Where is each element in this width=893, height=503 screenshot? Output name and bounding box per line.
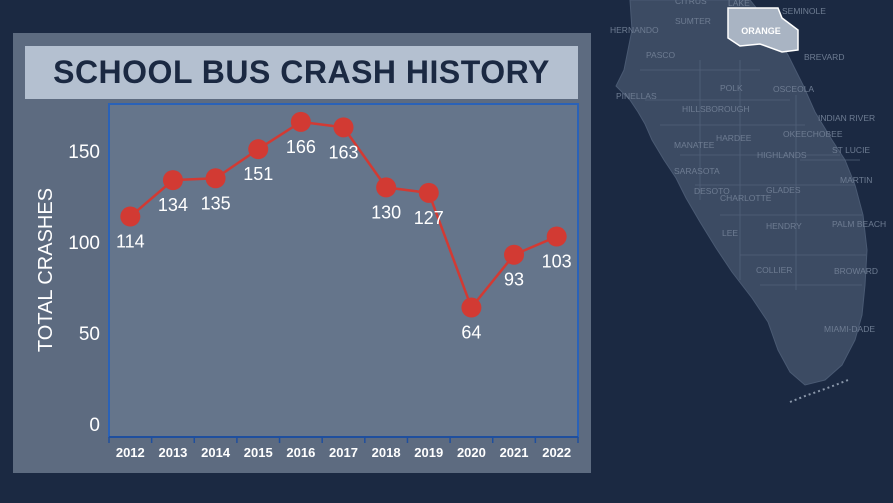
chart-title: SCHOOL BUS CRASH HISTORY <box>53 54 550 90</box>
county-label: CHARLOTTE <box>720 193 772 203</box>
county-label: SARASOTA <box>674 166 720 176</box>
county-label: MARTIN <box>840 175 872 185</box>
county-label: DESOTO <box>694 186 730 196</box>
county-label: HILLSBOROUGH <box>682 104 750 114</box>
data-point <box>504 244 525 265</box>
county-label: OSCEOLA <box>773 84 814 94</box>
data-labels-layer: 114 134 135 151 166 163 130 127 64 93 103 <box>116 137 572 343</box>
y-tick-label: 50 <box>79 324 100 345</box>
county-borders <box>640 60 866 290</box>
y-axis-label: TOTAL CRASHES <box>35 188 57 352</box>
data-label: 135 <box>201 193 231 213</box>
county-label: BROWARD <box>834 266 878 276</box>
data-point <box>461 297 482 318</box>
county-label: HARDEE <box>716 133 752 143</box>
y-tick-label: 150 <box>68 142 100 163</box>
county-label: HERNANDO <box>610 25 659 35</box>
county-label: LEE <box>722 228 738 238</box>
data-label: 103 <box>542 252 572 272</box>
county-label: PALM BEACH <box>832 219 886 229</box>
y-tick-label: 0 <box>89 415 100 436</box>
county-label: HENDRY <box>766 221 802 231</box>
x-tick-label: 2014 <box>201 445 231 460</box>
chart-title-box: SCHOOL BUS CRASH HISTORY <box>25 46 578 99</box>
data-label: 93 <box>504 270 524 290</box>
county-label: SEMINOLE <box>782 6 826 16</box>
data-label: 64 <box>461 323 481 343</box>
county-label: HIGHLANDS <box>757 150 807 160</box>
x-tick-label: 2017 <box>329 445 358 460</box>
county-label: ST LUCIE <box>832 145 870 155</box>
data-point <box>376 177 397 198</box>
data-label: 163 <box>328 142 358 162</box>
county-label: COLLIER <box>756 265 792 275</box>
florida-map: ORANGE CITRUS LAKE SEMINOLE SUMTER HERNANDO P… <box>610 0 886 403</box>
county-label: CITRUS <box>675 0 707 6</box>
county-label: INDIAN RIVER <box>818 113 875 123</box>
axes-layer: 2012 2013 2014 2015 2016 2017 2018 2019 2020 2021… <box>68 142 579 460</box>
data-point <box>248 139 269 160</box>
data-point <box>162 170 183 191</box>
county-label: PASCO <box>646 50 676 60</box>
county-label: GLADES <box>766 185 801 195</box>
x-tick-label: 2018 <box>372 445 401 460</box>
x-tick-label: 2016 <box>286 445 315 460</box>
data-point <box>290 111 311 132</box>
data-points-layer <box>120 111 567 318</box>
data-point <box>333 117 354 138</box>
data-point <box>120 206 141 227</box>
county-label: PINELLAS <box>616 91 657 101</box>
y-tick-label: 100 <box>68 233 100 254</box>
crash-line-chart: TOTAL CRASHES 2012 2013 2014 2015 2016 2017 20… <box>35 103 579 460</box>
county-label: SUMTER <box>675 16 711 26</box>
data-label: 127 <box>414 208 444 228</box>
x-tick-label: 2013 <box>158 445 187 460</box>
florida-peninsula-shape <box>615 0 868 386</box>
keys-chain <box>789 379 849 403</box>
x-tick-label: 2015 <box>244 445 273 460</box>
orange-county-label: ORANGE <box>741 26 781 36</box>
county-label: OKEECHOBEE <box>783 129 843 139</box>
x-tick-label: 2019 <box>414 445 443 460</box>
x-tick-label: 2022 <box>542 445 571 460</box>
county-label: BREVARD <box>804 52 844 62</box>
data-label: 166 <box>286 137 316 157</box>
data-label: 151 <box>243 164 273 184</box>
data-point <box>546 226 567 247</box>
county-label: MANATEE <box>674 140 715 150</box>
x-tick-label: 2021 <box>500 445 529 460</box>
data-label: 114 <box>116 232 145 252</box>
county-label: POLK <box>720 83 743 93</box>
data-label: 134 <box>158 195 188 215</box>
county-label: LAKE <box>728 0 750 8</box>
county-labels: CITRUS LAKE SEMINOLE SUMTER HERNANDO PASCO BRE… <box>610 0 886 334</box>
orange-county-highlight <box>727 7 799 53</box>
x-tick-label: 2012 <box>116 445 145 460</box>
data-point <box>418 182 439 203</box>
county-label: MIAMI-DADE <box>824 324 875 334</box>
data-label: 130 <box>371 202 401 222</box>
data-point <box>205 168 226 189</box>
x-tick-label: 2020 <box>457 445 486 460</box>
